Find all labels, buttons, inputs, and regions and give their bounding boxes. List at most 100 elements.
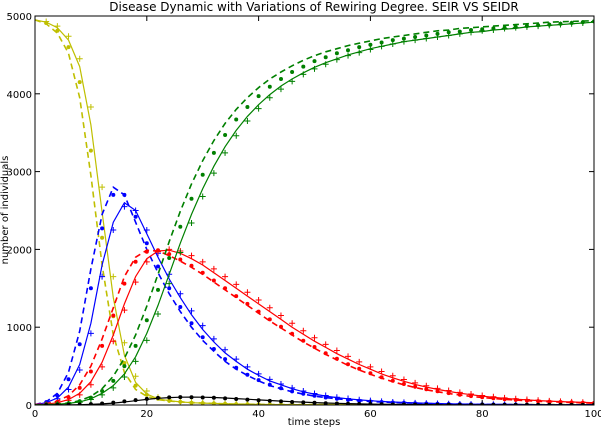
- data-point-dot: [267, 398, 272, 403]
- data-point-plus: [188, 399, 195, 405]
- data-point-plus: [132, 373, 139, 380]
- data-point-dot: [491, 402, 496, 405]
- data-point-dot: [156, 264, 160, 269]
- data-point-plus: [143, 387, 150, 394]
- data-point-plus: [210, 265, 217, 272]
- data-point-plus: [277, 86, 284, 93]
- data-point-dot: [390, 38, 395, 43]
- data-point-plus: [222, 149, 229, 156]
- data-point-plus: [99, 363, 106, 370]
- data-point-dot: [301, 400, 306, 405]
- data-point-dot: [88, 402, 93, 405]
- data-point-plus: [378, 43, 385, 50]
- data-point-plus: [87, 104, 94, 111]
- y-tick-label: 4000: [7, 90, 32, 101]
- data-point-dot: [77, 402, 82, 405]
- x-tick-label: 20: [140, 409, 153, 420]
- data-point-dot: [334, 356, 339, 361]
- data-point-plus: [210, 400, 217, 405]
- data-point-plus: [512, 395, 519, 402]
- data-point-plus: [490, 393, 497, 400]
- data-point-dot: [167, 256, 172, 260]
- data-point-dot: [256, 378, 261, 383]
- data-point-plus: [199, 193, 206, 200]
- data-point-dot: [234, 365, 239, 370]
- data-point-plus: [378, 368, 385, 375]
- series-exposed-dots: [44, 192, 594, 405]
- data-point-plus: [143, 226, 150, 233]
- data-point-dot: [211, 347, 216, 351]
- data-point-dot: [133, 383, 138, 388]
- series-line: [35, 185, 594, 405]
- data-point-dot: [267, 317, 272, 322]
- data-point-plus: [188, 307, 195, 314]
- data-point-plus: [523, 396, 530, 403]
- data-point-dot: [200, 335, 205, 340]
- data-point-plus: [423, 382, 430, 389]
- data-point-dot: [301, 64, 306, 69]
- data-point-plus: [132, 279, 139, 286]
- plot-frame: [34, 15, 595, 406]
- data-point-dot: [144, 249, 149, 254]
- data-point-plus: [188, 252, 195, 259]
- data-point-dot: [435, 402, 440, 405]
- data-point-dot: [133, 343, 138, 348]
- data-point-plus: [110, 226, 117, 233]
- data-point-plus: [222, 273, 229, 280]
- data-point-dot: [413, 402, 418, 405]
- data-point-plus: [512, 24, 519, 31]
- data-point-plus: [244, 401, 251, 405]
- data-point-dot: [234, 397, 239, 401]
- data-point-dot: [290, 389, 295, 394]
- data-point-plus: [300, 387, 307, 394]
- data-point-dot: [223, 357, 228, 362]
- data-point-plus: [121, 203, 128, 210]
- data-point-plus: [412, 37, 419, 44]
- data-point-plus: [65, 33, 72, 40]
- data-point-plus: [99, 391, 106, 398]
- data-point-plus: [322, 341, 329, 348]
- data-point-plus: [255, 370, 262, 377]
- series-infected-dashed: [35, 249, 594, 405]
- data-point-dot: [357, 402, 362, 405]
- y-tick-label: 5000: [7, 12, 32, 23]
- data-point-dot: [558, 402, 563, 405]
- data-point-plus: [177, 290, 184, 297]
- data-point-dot: [100, 401, 105, 405]
- data-point-dot: [189, 395, 194, 400]
- data-point-dot: [178, 224, 183, 229]
- data-point-plus: [277, 312, 284, 319]
- data-point-dot: [390, 378, 395, 383]
- data-point-dot: [223, 396, 228, 401]
- data-point-dot: [245, 397, 250, 402]
- data-point-plus: [210, 335, 217, 342]
- series-susceptible-dots: [44, 21, 594, 405]
- series-line: [35, 249, 594, 405]
- data-point-dot: [323, 351, 328, 356]
- data-point-dot: [77, 80, 82, 85]
- data-point-dot: [334, 401, 339, 405]
- data-point-dot: [88, 286, 93, 291]
- data-point-plus: [389, 372, 396, 379]
- data-point-plus: [289, 320, 296, 327]
- data-point-plus: [87, 396, 94, 403]
- data-point-plus: [356, 396, 363, 403]
- data-point-plus: [154, 248, 161, 255]
- data-point-dot: [245, 372, 250, 377]
- data-point-plus: [300, 327, 307, 334]
- data-point-dot: [279, 399, 283, 404]
- data-point-plus: [244, 363, 251, 370]
- data-point-plus: [456, 30, 463, 37]
- data-point-plus: [143, 258, 150, 265]
- data-point-dot: [100, 343, 105, 348]
- series-recovered-plus: [43, 18, 594, 405]
- series-susceptible-plus: [43, 18, 594, 405]
- data-point-dot: [77, 385, 82, 390]
- data-point-dot: [379, 40, 384, 45]
- data-point-dot: [100, 235, 105, 240]
- data-point-plus: [110, 273, 117, 280]
- series-infected-plus: [43, 246, 594, 405]
- data-point-dot: [245, 301, 250, 306]
